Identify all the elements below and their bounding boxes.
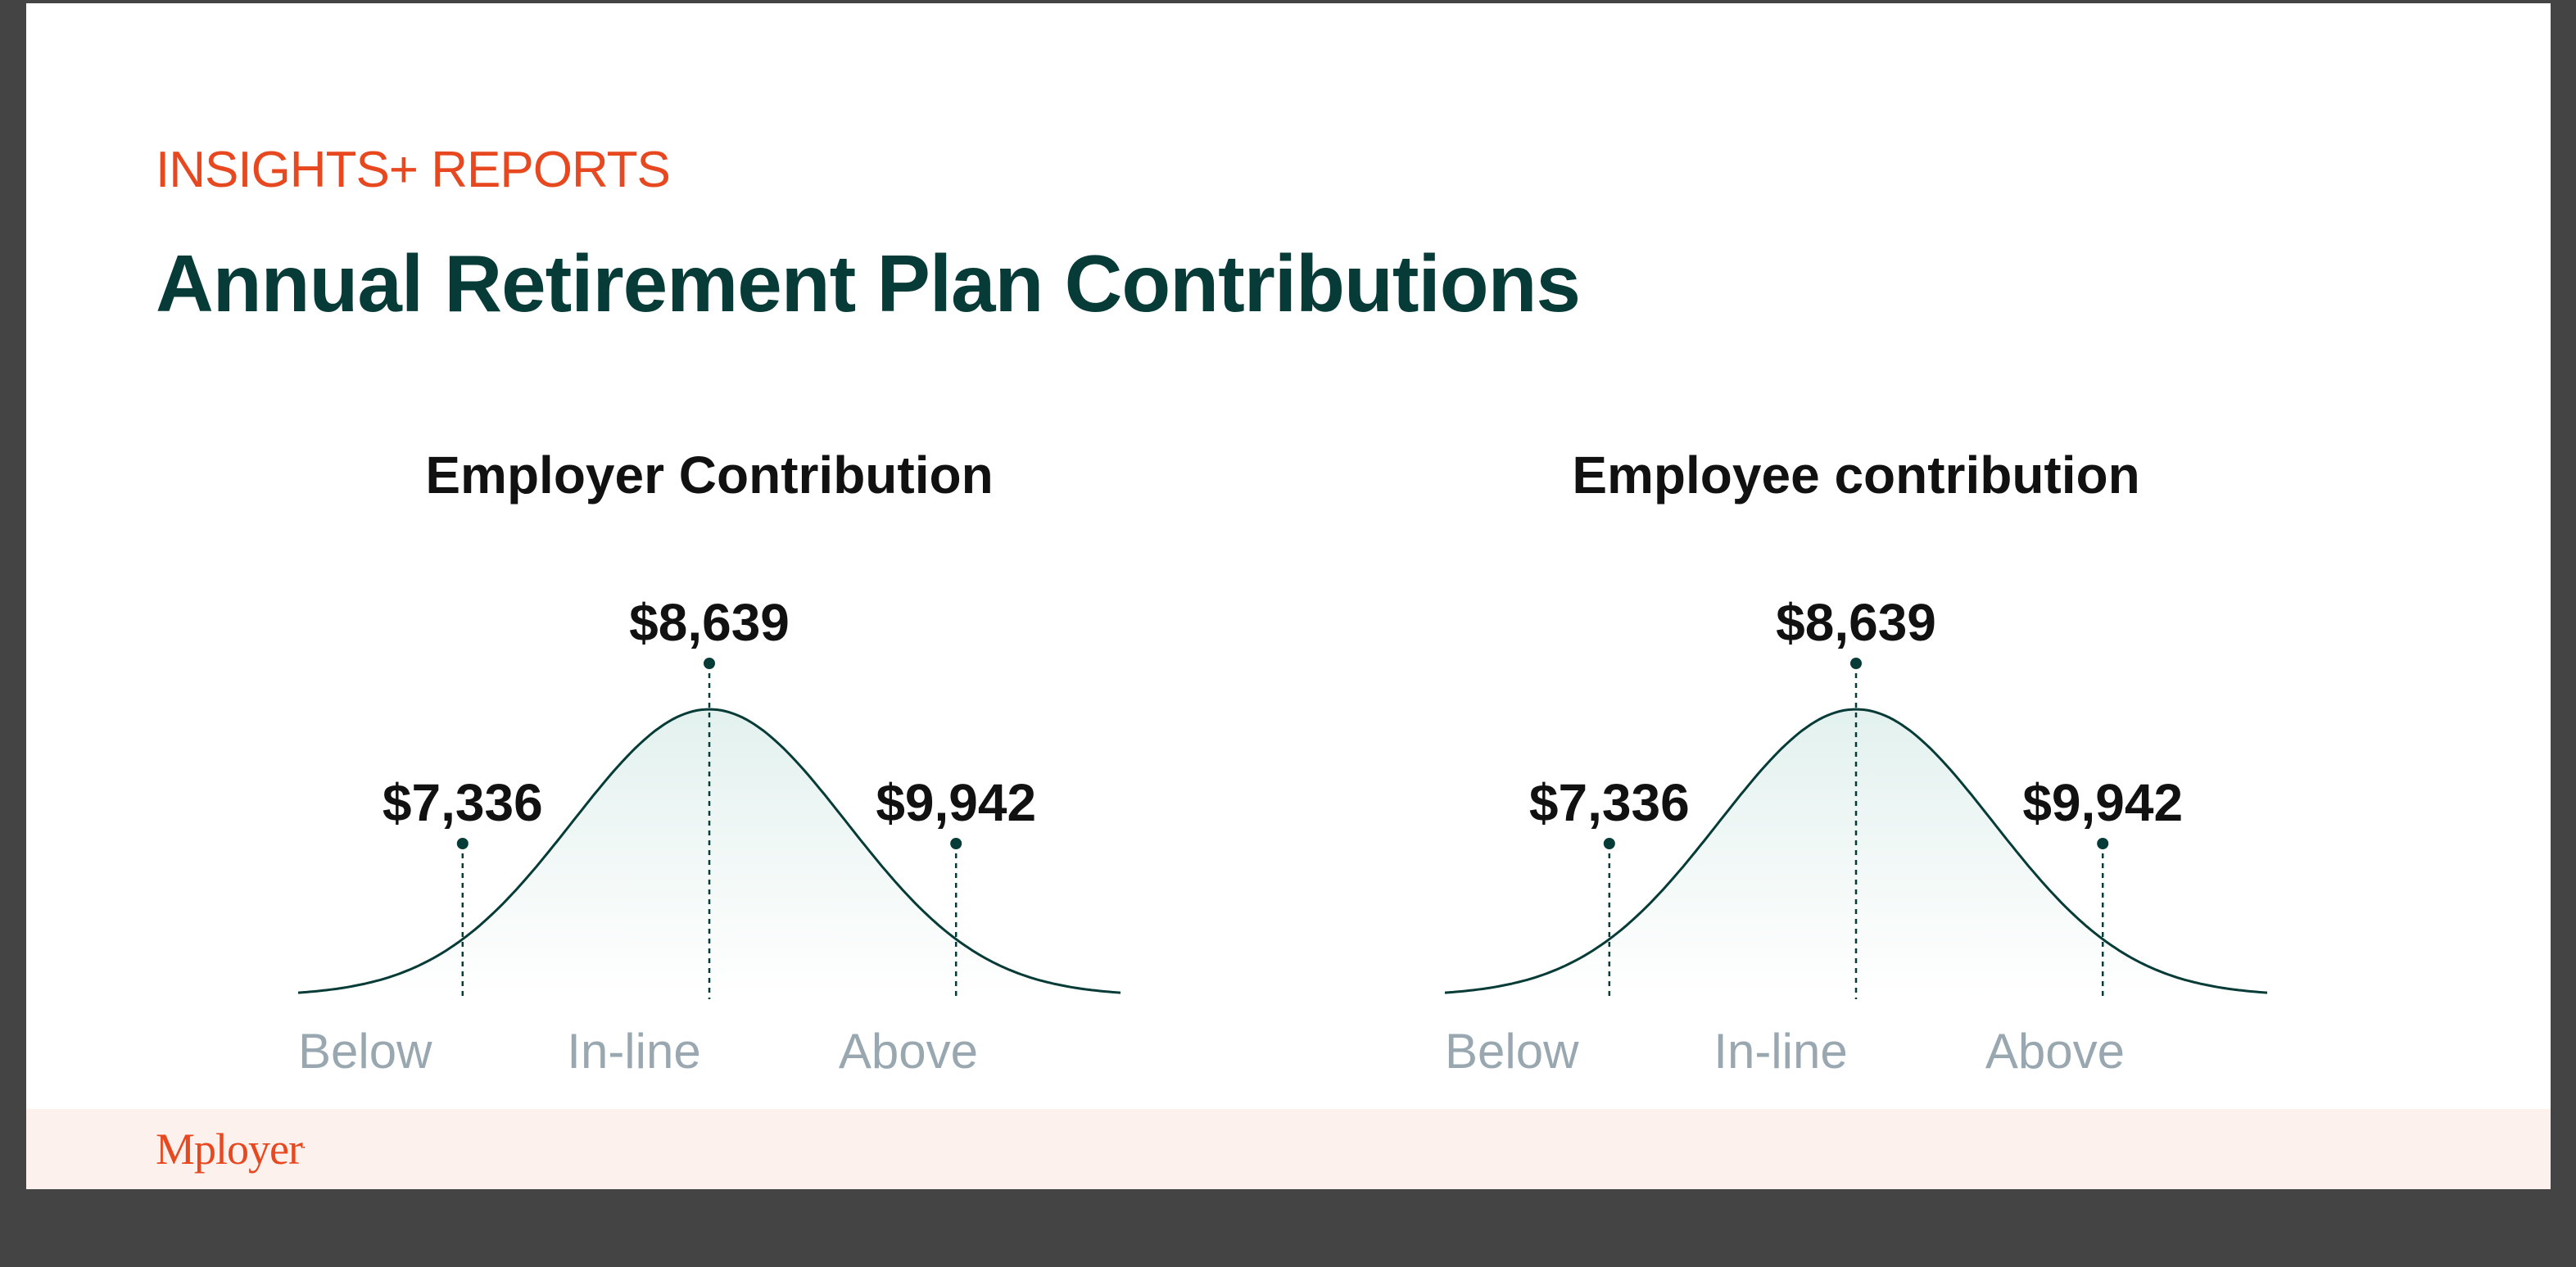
category-label-1-3: Above: [839, 1024, 978, 1079]
marker-dot-2-2: [1850, 658, 1862, 669]
marker-dot-1-1: [456, 838, 469, 849]
category-label-1-2: In-line: [567, 1024, 700, 1079]
value-label-1-2: $8,639: [629, 593, 790, 652]
distribution-curve-1: [297, 708, 1121, 994]
report-slide: INSIGHTS+ REPORTS Annual Retirement Plan…: [26, 3, 2551, 1189]
logo-text: Mployer: [156, 1124, 303, 1174]
category-label-2-2: In-line: [1714, 1024, 1847, 1079]
distribution-curve-2: [1444, 708, 2268, 994]
chart-title-1: Employer Contribution: [425, 446, 993, 505]
value-label-2-3: $9,942: [2022, 773, 2183, 832]
category-label-1-1: Below: [298, 1024, 432, 1079]
page-title: Annual Retirement Plan Contributions: [156, 238, 1581, 328]
report-category: INSIGHTS+ REPORTS: [156, 142, 671, 198]
marker-dot-1-2: [704, 658, 715, 669]
value-label-2-2: $8,639: [1776, 593, 1936, 652]
value-label-2-1: $7,336: [1529, 773, 1690, 832]
marker-dot-2-1: [1603, 838, 1615, 849]
value-label-1-1: $7,336: [383, 773, 543, 832]
chart-title-2: Employee contribution: [1572, 446, 2139, 505]
marker-dot-1-3: [950, 838, 962, 849]
logo-mark: .: [301, 1135, 306, 1152]
value-label-1-3: $9,942: [876, 773, 1036, 832]
category-label-2-1: Below: [1445, 1024, 1579, 1079]
category-label-2-3: Above: [1985, 1024, 2125, 1079]
footer-bar: Mployer.: [26, 1109, 2551, 1189]
marker-dot-2-3: [2097, 838, 2109, 849]
charts-area: Employer Contribution $7,336 Below $8,639 In…: [297, 446, 2268, 1079]
mployer-logo: Mployer.: [156, 1124, 306, 1174]
